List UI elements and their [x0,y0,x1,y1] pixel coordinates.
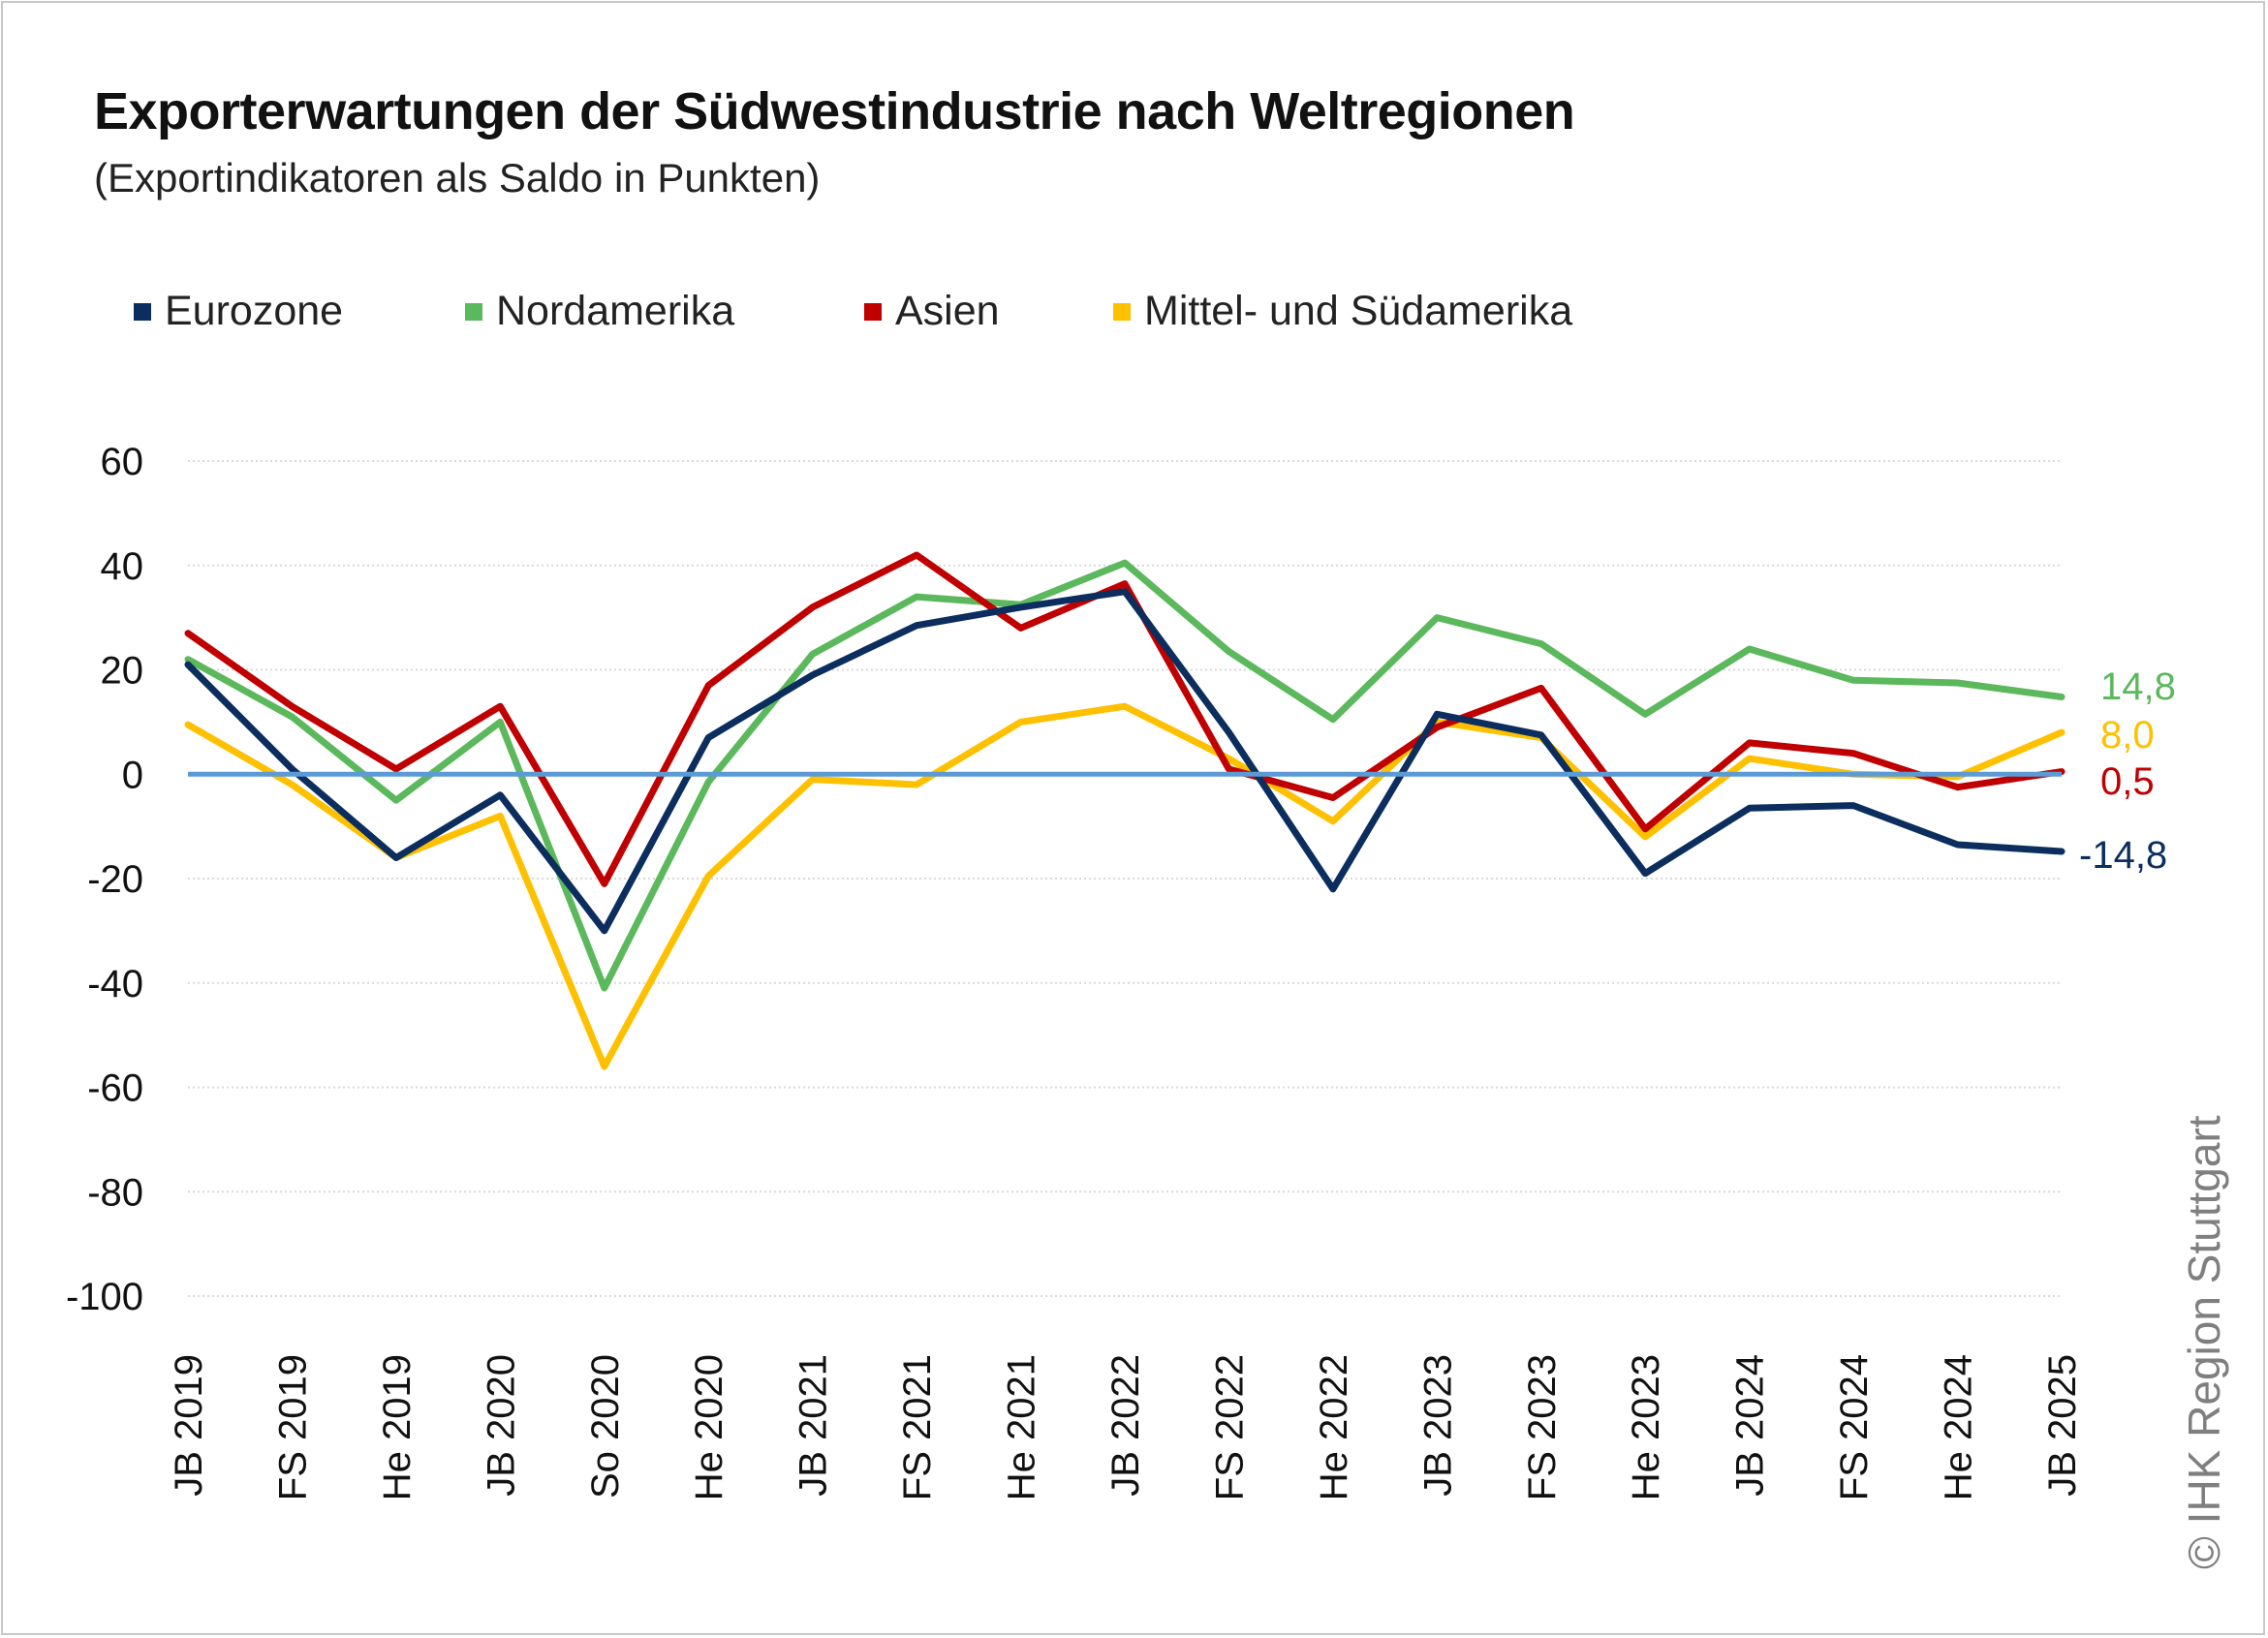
x-tick-label-jb-2025: JB 2025 [2041,1354,2084,1497]
y-tick-label: 20 [101,650,144,693]
x-tick-label-he-2023: He 2023 [1625,1354,1667,1500]
y-tick-label: 40 [101,545,144,588]
x-tick-label-jb-2024: JB 2024 [1729,1354,1772,1497]
legend-swatch-asien [864,302,882,321]
legend-label-nordamerika: Nordamerika [496,288,735,334]
series-line-nordamerika [184,559,2066,992]
y-tick-label: -80 [87,1171,143,1214]
x-tick-label-fs-2024: FS 2024 [1833,1354,1876,1500]
x-tick-label-he-2021: He 2021 [1001,1354,1043,1500]
y-tick-label: -100 [66,1276,143,1318]
y-tick-label: -60 [87,1067,143,1110]
legend-swatch-mittel-suedamerika [1113,302,1131,321]
legend-swatch-eurozone [134,302,151,321]
legend-item-mittel-suedamerika: Mittel- und Südamerika [1113,288,1572,335]
x-tick-label-he-2019: He 2019 [376,1354,419,1500]
x-tick-label-jb-2023: JB 2023 [1416,1354,1459,1497]
x-tick-label-he-2022: He 2022 [1313,1354,1355,1500]
end-label-nordamerika: 14,8 [2100,665,2176,708]
x-tick-label-he-2020: He 2020 [688,1354,730,1500]
legend-item-asien: Asien [864,288,1000,335]
x-tick-label-jb-2020: JB 2020 [480,1354,522,1497]
y-tick-label: 0 [122,754,143,796]
x-tick-label-fs-2021: FS 2021 [896,1354,939,1500]
legend-item-eurozone: Eurozone [134,288,343,335]
x-tick-label-jb-2022: JB 2022 [1104,1354,1147,1497]
legend-label-eurozone: Eurozone [165,288,344,334]
x-tick-label-fs-2019: FS 2019 [271,1354,314,1500]
series-line-asien [184,551,2066,887]
legend-label-mittel-suedamerika: Mittel- und Südamerika [1144,288,1573,334]
x-tick-label-so-2020: So 2020 [584,1354,627,1499]
y-tick-label: -20 [87,858,143,901]
copyright-note: © IHK Region Stuttgart [2179,1115,2229,1569]
series-line-eurozone [184,588,2066,935]
end-label-mittel-und-suedamerika: 8,0 [2100,714,2155,757]
x-tick-label-fs-2022: FS 2022 [1208,1354,1251,1500]
series-line-mittel-und-suedamerika [184,702,2066,1070]
chart-subtitle: (Exportindikatoren als Saldo in Punkten) [94,155,821,201]
x-tick-label-jb-2019: JB 2019 [168,1354,210,1497]
end-label-eurozone: -14,8 [2079,834,2167,877]
chart-title: Exporterwartungen der Südwestindustrie n… [94,82,1575,140]
end-label-asien: 0,5 [2100,760,2155,803]
x-tick-label-jb-2021: JB 2021 [792,1354,835,1497]
x-tick-label-fs-2023: FS 2023 [1521,1354,1564,1500]
legend-label-asien: Asien [895,288,1000,334]
legend-item-nordamerika: Nordamerika [465,288,734,335]
x-tick-label-he-2024: He 2024 [1938,1354,1980,1500]
y-tick-label: 60 [101,441,144,483]
y-tick-label: -40 [87,963,143,1005]
legend-swatch-nordamerika [465,302,482,321]
